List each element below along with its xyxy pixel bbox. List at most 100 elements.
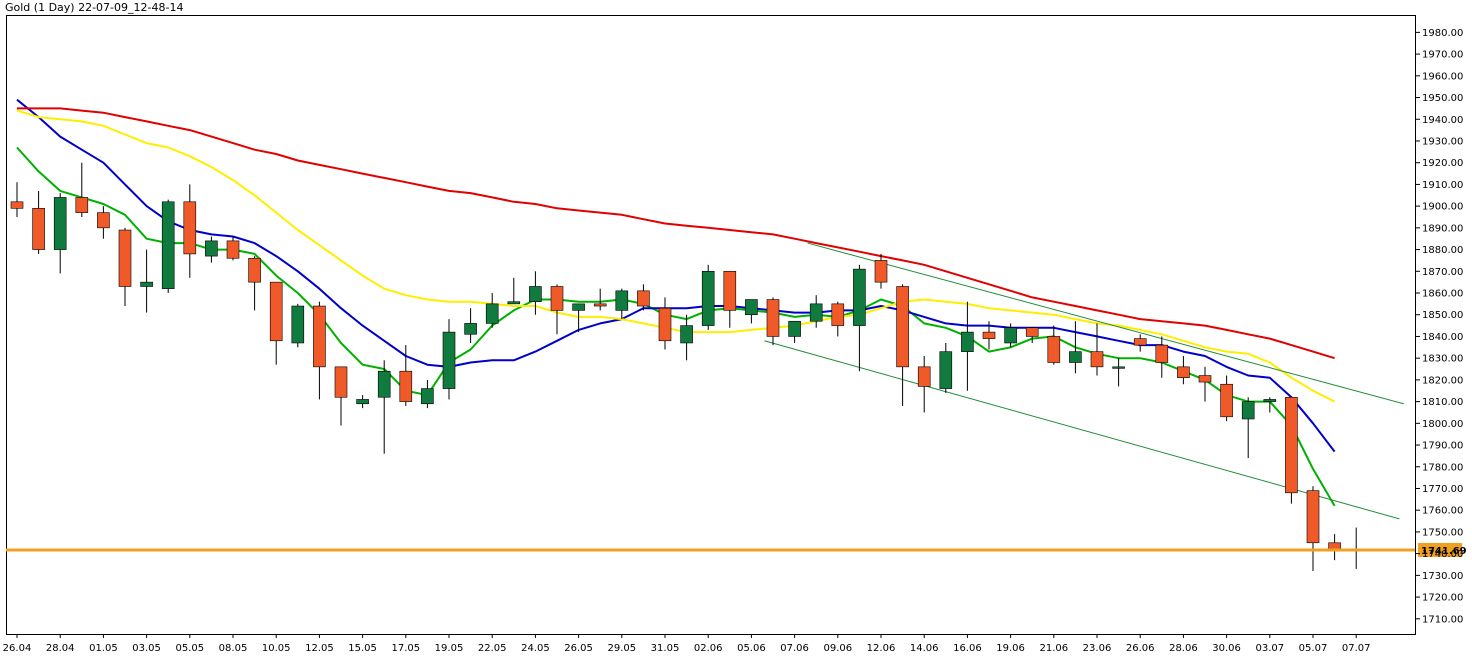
candle-body <box>550 286 564 311</box>
candle-body <box>745 299 758 316</box>
candle-body <box>269 281 283 342</box>
candle <box>183 184 197 278</box>
candle-body <box>183 201 197 255</box>
candle <box>377 360 391 454</box>
current-price-line: 1741.69 <box>6 542 1467 557</box>
candle <box>1090 323 1104 376</box>
y-tick-label: 1970.00 <box>1422 50 1463 61</box>
x-tick-label: 09.06 <box>823 643 852 654</box>
y-tick-label: 1740.00 <box>1422 549 1463 560</box>
candle <box>701 264 715 330</box>
candle-body <box>248 257 261 283</box>
candle-body <box>1155 344 1169 363</box>
candle-body <box>680 325 693 344</box>
candle <box>421 379 434 409</box>
candle <box>1306 486 1320 572</box>
y-tick-label: 1770.00 <box>1422 484 1463 495</box>
candle <box>1220 375 1233 422</box>
candle <box>291 303 305 348</box>
y-tick-label: 1750.00 <box>1422 527 1463 538</box>
candle-body <box>1220 383 1233 418</box>
candle <box>982 321 996 350</box>
y-tick-label: 1840.00 <box>1422 332 1463 343</box>
candle <box>874 253 888 289</box>
candle <box>550 284 564 335</box>
y-tick-label: 1870.00 <box>1422 267 1463 278</box>
x-tick-label: 14.06 <box>910 643 939 654</box>
candle <box>1155 336 1169 378</box>
candle-body <box>896 286 909 368</box>
candle-body <box>701 270 715 326</box>
candle <box>1069 321 1082 374</box>
candle <box>75 162 89 217</box>
candle <box>1047 325 1061 365</box>
y-tick-label: 1710.00 <box>1422 614 1463 625</box>
candle-body <box>205 240 218 257</box>
candle-body <box>658 307 672 342</box>
candle <box>766 297 780 346</box>
candle-body <box>766 299 780 337</box>
candle <box>464 308 477 343</box>
y-tick-label: 1940.00 <box>1422 115 1463 126</box>
candle <box>723 270 737 328</box>
y-tick-label: 1720.00 <box>1422 593 1463 604</box>
candle <box>1177 355 1190 385</box>
ma-line-2 <box>16 109 1336 403</box>
x-tick-label: 19.05 <box>435 643 464 654</box>
x-tick-label: 26.05 <box>564 643 593 654</box>
plot-frame <box>6 15 1416 635</box>
y-tick-label: 1830.00 <box>1422 354 1463 365</box>
y-tick-label: 1880.00 <box>1422 245 1463 256</box>
x-tick-label: 12.05 <box>305 643 334 654</box>
x-tick-label: 08.05 <box>219 643 248 654</box>
channel-line-0 <box>807 242 1404 405</box>
price-label-box <box>1418 542 1462 557</box>
candle <box>334 366 348 426</box>
candle-body <box>1133 338 1147 346</box>
x-tick-label: 07.07 <box>1342 643 1371 654</box>
candle <box>853 264 866 372</box>
ma-line-3 <box>17 107 1335 360</box>
candle <box>507 277 521 305</box>
candle <box>529 271 542 315</box>
candle-body <box>464 323 477 335</box>
x-tick-label: 03.05 <box>132 643 161 654</box>
title-box <box>2 0 170 15</box>
candle <box>248 256 261 311</box>
candle <box>356 395 369 409</box>
candle <box>1263 397 1277 413</box>
candle-body <box>1069 351 1082 363</box>
candle-body <box>32 208 45 250</box>
x-tick-label: 24.05 <box>521 643 550 654</box>
candle-body <box>507 301 521 305</box>
candle <box>399 345 413 406</box>
candle <box>1198 366 1212 402</box>
candle <box>226 236 240 261</box>
candle-body <box>97 212 110 229</box>
candle <box>205 236 218 263</box>
candle-body <box>1025 327 1039 337</box>
candle <box>831 301 845 337</box>
y-tick-label: 1800.00 <box>1422 419 1463 430</box>
candle-body <box>637 290 650 307</box>
candle <box>118 227 132 307</box>
y-tick-label: 1730.00 <box>1422 571 1463 582</box>
price-label: 1741.69 <box>1421 546 1467 557</box>
x-tick-label: 03.07 <box>1255 643 1284 654</box>
candle <box>788 320 801 343</box>
candle <box>10 182 24 217</box>
candle-body <box>226 240 240 259</box>
candle <box>97 206 110 239</box>
x-tick-label: 28.04 <box>46 643 75 654</box>
y-tick-label: 1890.00 <box>1422 223 1463 234</box>
candle <box>658 297 672 350</box>
candle-body <box>593 303 607 307</box>
y-tick-label: 1820.00 <box>1422 375 1463 386</box>
candle-body <box>615 290 629 311</box>
candle <box>745 299 758 324</box>
candle-body <box>1090 351 1104 368</box>
candle <box>53 193 67 274</box>
candle-body <box>1328 542 1341 550</box>
